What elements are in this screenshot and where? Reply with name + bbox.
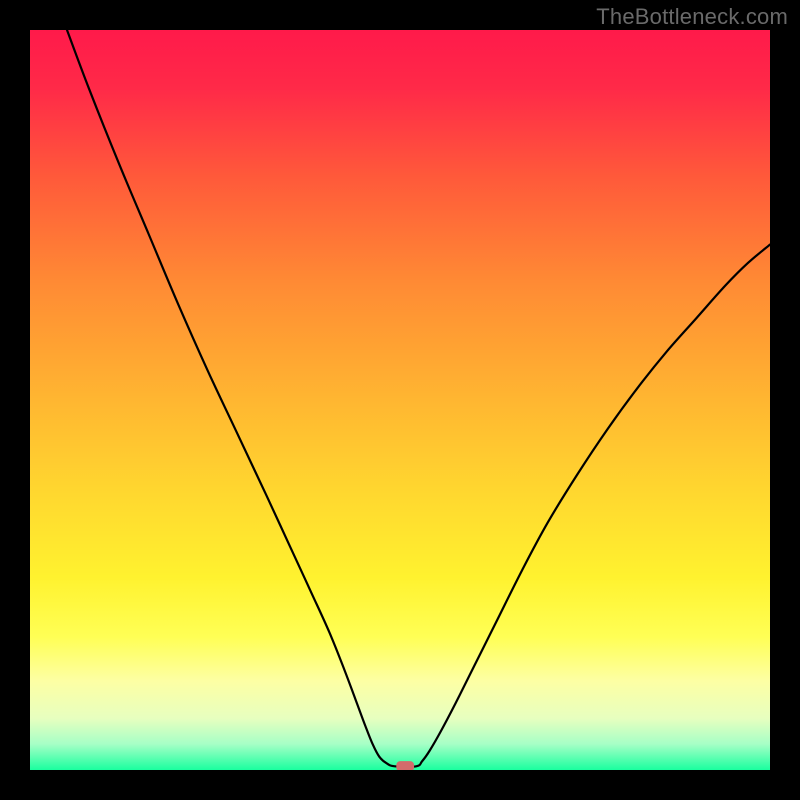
bottleneck-chart-canvas: TheBottleneck.com [0,0,800,800]
plot-area [30,30,770,770]
plot-background [30,30,770,770]
plot-svg [30,30,770,770]
watermark-text: TheBottleneck.com [596,4,788,30]
optimum-marker [396,761,414,770]
